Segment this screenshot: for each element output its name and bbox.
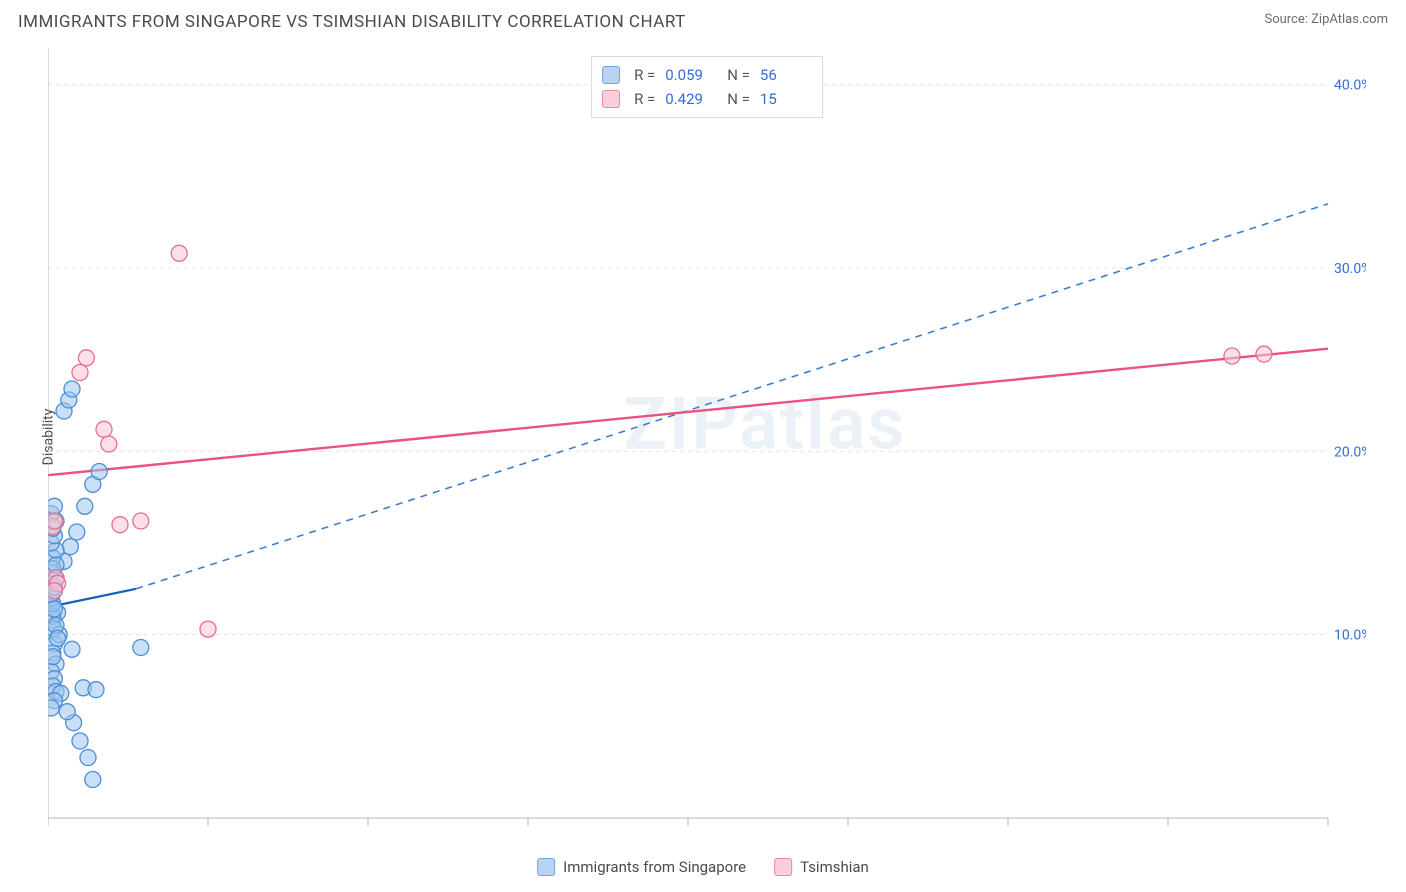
header: IMMIGRANTS FROM SINGAPORE VS TSIMSHIAN D…: [0, 0, 1406, 40]
r-value: 0.059: [665, 63, 713, 87]
scatter-point: [78, 350, 94, 366]
legend-swatch: [602, 90, 620, 108]
n-label: N =: [727, 87, 750, 111]
legend-swatch: [602, 66, 620, 84]
n-value: 15: [760, 87, 808, 111]
r-value: 0.429: [665, 87, 713, 111]
source-label: Source: ZipAtlas.com: [1264, 12, 1388, 27]
scatter-point: [48, 601, 62, 617]
scatter-point: [96, 421, 112, 437]
scatter-point: [72, 733, 88, 749]
scatter-plot: ZIPatlas10.0%20.0%30.0%40.0%0.0%80.0%: [48, 48, 1366, 826]
scatter-point: [59, 704, 75, 720]
scatter-point: [48, 649, 61, 665]
scatter-point: [64, 381, 80, 397]
scatter-point: [85, 772, 101, 788]
scatter-point: [133, 640, 149, 656]
r-label: R =: [634, 63, 655, 87]
bottom-legend: Immigrants from Singapore Tsimshian: [537, 858, 869, 876]
scatter-point: [1256, 346, 1272, 362]
scatter-point: [69, 524, 85, 540]
scatter-point: [48, 700, 59, 716]
scatter-point: [133, 513, 149, 529]
legend-stats-row: R = 0.429 N = 15: [602, 87, 808, 111]
legend-stats-row: R = 0.059 N = 56: [602, 63, 808, 87]
chart-area: Disability ZIPatlas10.0%20.0%30.0%40.0%0…: [48, 48, 1366, 826]
legend-label: Tsimshian: [800, 858, 869, 876]
scatter-point: [48, 513, 62, 529]
trend-line-extended: [136, 204, 1328, 589]
legend-swatch: [774, 858, 792, 876]
legend-stats-box: R = 0.059 N = 56 R = 0.429 N = 15: [591, 56, 823, 118]
scatter-point: [1224, 348, 1240, 364]
legend-label: Immigrants from Singapore: [563, 858, 746, 876]
n-value: 56: [760, 63, 808, 87]
scatter-point: [48, 498, 62, 514]
y-tick-label: 30.0%: [1334, 261, 1366, 277]
r-label: R =: [634, 87, 655, 111]
scatter-point: [50, 630, 66, 646]
y-tick-label: 40.0%: [1334, 78, 1366, 94]
n-label: N =: [727, 63, 750, 87]
scatter-point: [80, 750, 96, 766]
scatter-point: [200, 621, 216, 637]
legend-swatch: [537, 858, 555, 876]
scatter-point: [112, 517, 128, 533]
scatter-point: [48, 583, 62, 599]
scatter-point: [91, 464, 107, 480]
scatter-point: [171, 245, 187, 261]
chart-title: IMMIGRANTS FROM SINGAPORE VS TSIMSHIAN D…: [18, 12, 686, 32]
scatter-point: [88, 682, 104, 698]
legend-item: Immigrants from Singapore: [537, 858, 746, 876]
scatter-point: [72, 365, 88, 381]
legend-item: Tsimshian: [774, 858, 869, 876]
scatter-point: [77, 498, 93, 514]
scatter-point: [101, 436, 117, 452]
scatter-point: [64, 641, 80, 657]
y-tick-label: 10.0%: [1334, 628, 1366, 644]
scatter-point: [62, 539, 78, 555]
y-tick-label: 20.0%: [1334, 444, 1366, 460]
